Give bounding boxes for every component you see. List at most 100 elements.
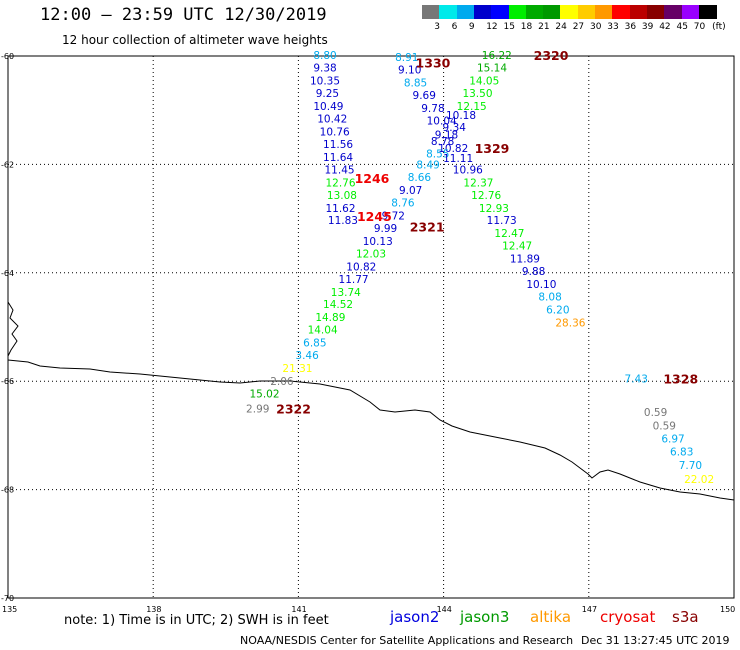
colorbar-label: 18 xyxy=(520,22,533,32)
wave-height-value: 14.04 xyxy=(308,325,338,337)
pass-time-label: 1330 xyxy=(416,56,451,71)
wave-height-value: 8.78 xyxy=(431,136,454,148)
wave-height-value: 12.03 xyxy=(356,248,386,260)
wave-height-value: 8.55 xyxy=(426,149,449,161)
latitude-label: -68 xyxy=(1,486,14,495)
footer-note: note: 1) Time is in UTC; 2) SWH is in fe… xyxy=(64,613,329,628)
latitude-label: -64 xyxy=(1,269,14,278)
wave-height-value: 12.76 xyxy=(471,190,501,202)
colorbar-label: 39 xyxy=(641,22,654,32)
wave-height-value: 8.91 xyxy=(395,52,418,64)
wave-height-value: 9.07 xyxy=(399,185,422,197)
colorbar-swatch xyxy=(646,5,665,19)
wave-height-value: 0.59 xyxy=(644,407,667,419)
wave-height-value: 11.56 xyxy=(323,139,353,151)
wave-height-value: 13.74 xyxy=(331,287,361,299)
colorbar-label: 27 xyxy=(572,22,585,32)
colorbar-label: 21 xyxy=(538,22,550,32)
colorbar-swatch xyxy=(473,5,492,19)
wave-height-value: 10.10 xyxy=(526,279,556,291)
colorbar-swatch xyxy=(560,5,579,19)
colorbar-label: 70 xyxy=(693,22,706,32)
wave-height-value: 10.13 xyxy=(363,236,393,248)
wave-height-value: 9.10 xyxy=(398,65,421,77)
wave-height-value: 10.82 xyxy=(438,143,468,155)
legend-jason2: jason2 xyxy=(390,608,440,626)
wave-height-value: 14.05 xyxy=(469,75,499,87)
colorbar-swatch xyxy=(681,5,700,19)
wave-height-value: 10.35 xyxy=(310,75,340,87)
wave-height-value: 10.49 xyxy=(313,101,343,113)
wave-height-value: 10.42 xyxy=(317,113,347,125)
legend-cryosat: cryosat xyxy=(600,608,656,626)
wave-height-value: 9.25 xyxy=(316,88,339,100)
pass-time-layer: 1330 2320 1329 1246 1245 2321 2322 1328 xyxy=(276,48,698,416)
wave-height-value: 28.36 xyxy=(555,318,585,330)
wave-height-value: 8.85 xyxy=(404,78,427,90)
colorbar-swatch xyxy=(612,5,631,19)
pass-time-label: 1245 xyxy=(357,209,392,224)
graticule: -60 -62 -64 -66 -68 -70 135 138 141 144 147 150 xyxy=(1,52,735,614)
colorbar-label: 9 xyxy=(468,22,475,32)
pass-time-label: 1328 xyxy=(663,371,698,386)
wave-height-value: 12.15 xyxy=(457,101,487,113)
colorbar-swatch xyxy=(525,5,544,19)
colorbar-swatch xyxy=(456,5,475,19)
colorbar-swatch xyxy=(698,5,717,19)
longitude-label: 141 xyxy=(291,605,306,614)
wave-height-value: 9.18 xyxy=(435,130,458,142)
wave-height-value: 3.46 xyxy=(295,350,319,362)
coastline-west-edge xyxy=(7,301,19,357)
longitude-label: 138 xyxy=(146,605,161,614)
wave-height-value: 11.64 xyxy=(323,152,353,164)
latitude-label: -60 xyxy=(1,52,14,61)
wave-height-value: 0.59 xyxy=(653,421,676,433)
pass-time-label: 1329 xyxy=(475,141,510,156)
colorbar-label: 6 xyxy=(451,22,458,32)
wave-height-value: 9.38 xyxy=(313,62,336,74)
colorbar-swatch xyxy=(439,5,458,19)
colorbar-label: 33 xyxy=(607,22,619,32)
colorbar-swatch xyxy=(577,5,596,19)
colorbar-swatch xyxy=(508,5,527,19)
wave-height-value: 13.50 xyxy=(462,88,492,100)
wave-height-value: 10.18 xyxy=(446,110,476,122)
wave-height-value: 10.82 xyxy=(346,261,376,273)
wave-height-value: 2.06 xyxy=(270,376,294,388)
wave-height-value: 12.93 xyxy=(479,203,509,215)
pass-time-label: 2320 xyxy=(534,48,569,63)
colorbar-label: 3 xyxy=(434,22,441,32)
wave-height-value: 10.76 xyxy=(320,126,350,138)
colorbar-label: 36 xyxy=(624,22,637,32)
wave-height-value: 15.02 xyxy=(249,389,279,401)
wave-height-value: 21.31 xyxy=(282,363,312,375)
map-frame xyxy=(7,55,735,599)
wave-height-value: 15.14 xyxy=(477,62,507,74)
wave-height-value: 7.70 xyxy=(679,460,702,472)
wave-height-value: 11.62 xyxy=(325,203,355,215)
wave-height-value: 8.80 xyxy=(313,50,336,62)
wave-height-value: 6.85 xyxy=(303,338,326,350)
colorbar-swatch xyxy=(422,5,440,19)
antarctic-coastline xyxy=(7,359,735,501)
pass-time-label: 1246 xyxy=(355,171,390,186)
wave-height-value: 9.99 xyxy=(374,223,397,235)
legend-jason3: jason3 xyxy=(460,608,510,626)
wave-height-value: 10.04 xyxy=(427,115,457,127)
latitude-label: -70 xyxy=(1,594,14,603)
wave-height-value: 11.77 xyxy=(339,274,369,286)
pass-time-label: 2321 xyxy=(410,220,445,235)
generation-timestamp: Dec 31 13:27:45 UTC 2019 xyxy=(581,634,730,647)
wave-height-value: 9.72 xyxy=(382,210,405,222)
latitude-label: -62 xyxy=(1,160,14,169)
wave-height-value: 6.83 xyxy=(670,447,693,459)
colorbar-label: 45 xyxy=(676,22,688,32)
longitude-label: 144 xyxy=(437,605,452,614)
map-title: 12:00 – 23:59 UTC 12/30/2019 xyxy=(40,5,327,25)
wave-height-value: 6.97 xyxy=(661,434,684,446)
longitude-label: 150 xyxy=(720,605,735,614)
wave-height-value: 22.02 xyxy=(684,474,714,486)
latitude-label: -66 xyxy=(1,377,14,386)
